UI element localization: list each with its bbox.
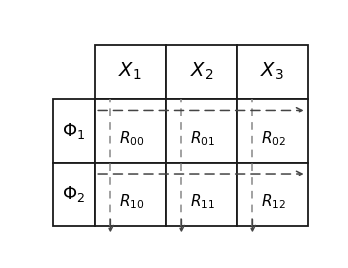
Text: $X_3$: $X_3$	[260, 61, 284, 83]
Bar	[237, 163, 308, 226]
Text: $R_{02}$: $R_{02}$	[261, 129, 286, 148]
Bar	[53, 163, 95, 226]
Bar	[166, 44, 237, 99]
Text: $R_{11}$: $R_{11}$	[190, 193, 215, 211]
Text: $R_{12}$: $R_{12}$	[261, 193, 286, 211]
Text: $\Phi_2$: $\Phi_2$	[62, 184, 85, 204]
Bar	[95, 44, 166, 99]
Bar	[95, 99, 166, 163]
Bar	[95, 163, 166, 226]
Text: $X_1$: $X_1$	[118, 61, 142, 83]
Text: $R_{10}$: $R_{10}$	[119, 193, 144, 211]
Bar	[237, 99, 308, 163]
Text: $\Phi_1$: $\Phi_1$	[62, 121, 86, 141]
Bar	[237, 44, 308, 99]
Text: $R_{00}$: $R_{00}$	[119, 129, 144, 148]
Text: $R_{01}$: $R_{01}$	[190, 129, 215, 148]
Bar	[166, 163, 237, 226]
Bar	[53, 99, 95, 163]
Bar	[166, 99, 237, 163]
Text: $X_2$: $X_2$	[190, 61, 213, 83]
